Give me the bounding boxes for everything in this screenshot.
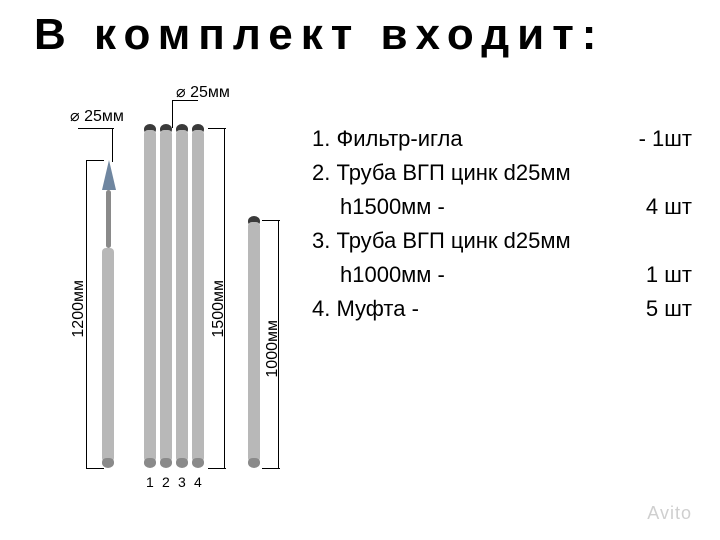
pipe-3	[176, 130, 188, 462]
needle-hline-bot	[86, 468, 104, 469]
pipes-diameter-label: ⌀ 25мм	[176, 82, 230, 102]
needle-diam-leader-v	[112, 128, 113, 162]
needle-diameter-label: ⌀ 25мм	[70, 106, 124, 126]
needle-hline-v	[86, 160, 87, 468]
needle-body	[102, 248, 114, 462]
list-item: 1. Фильтр-игла - 1шт	[312, 122, 692, 156]
list-item-text: 4. Муфта -	[312, 292, 419, 326]
needle-foot-icon	[102, 458, 114, 468]
parts-list: 1. Фильтр-игла - 1шт 2. Труба ВГП цинк d…	[312, 122, 692, 327]
pipe-2	[160, 130, 172, 462]
list-item-sub: h1000мм -	[340, 258, 445, 292]
list-item-qty: 1 шт	[636, 258, 692, 292]
pipe-foot-icon	[248, 458, 260, 468]
pipes-diam-leader-h	[172, 100, 198, 101]
list-item-qty: 5 шт	[636, 292, 692, 326]
page-root: В комплект входит: ⌀ 25мм 1200мм ⌀ 25мм …	[0, 0, 720, 540]
pipe-number-1: 1	[146, 474, 154, 490]
pipe-foot-icon	[160, 458, 172, 468]
pipe-foot-icon	[144, 458, 156, 468]
page-title: В комплект входит:	[34, 10, 604, 60]
pipes-hline-bot	[208, 468, 226, 469]
pipe-4	[192, 130, 204, 462]
list-item-qty: - 1шт	[636, 122, 692, 156]
short-hline-bot	[262, 468, 280, 469]
list-item: 3. Труба ВГП цинк d25мм h1000мм - 1 шт	[312, 224, 692, 292]
list-item-text: 1. Фильтр-игла	[312, 122, 463, 156]
pipe-short-height-label: 1000мм	[264, 320, 282, 378]
list-item-sub: h1500мм -	[340, 190, 445, 224]
needle-diam-leader-h	[78, 128, 114, 129]
list-item-text: 3. Труба ВГП цинк d25мм	[312, 224, 571, 258]
pipes-hline-v	[224, 128, 225, 468]
list-item: 4. Муфта - 5 шт	[312, 292, 692, 326]
watermark-text: Avito	[647, 503, 692, 524]
needle-shaft	[106, 190, 111, 248]
list-item-qty: 4 шт	[636, 190, 692, 224]
pipe-short	[248, 222, 260, 462]
pipe-number-2: 2	[162, 474, 170, 490]
pipes-diam-leader-v	[172, 100, 173, 128]
pipe-1	[144, 130, 156, 462]
pipes-height-label: 1500мм	[210, 280, 228, 338]
needle-tip-icon	[102, 160, 116, 190]
pipe-foot-icon	[176, 458, 188, 468]
pipe-foot-icon	[192, 458, 204, 468]
list-item: 2. Труба ВГП цинк d25мм h1500мм - 4 шт	[312, 156, 692, 224]
list-item-text: 2. Труба ВГП цинк d25мм	[312, 156, 571, 190]
pipe-number-3: 3	[178, 474, 186, 490]
pipe-number-4: 4	[194, 474, 202, 490]
short-hline-v	[278, 220, 279, 468]
